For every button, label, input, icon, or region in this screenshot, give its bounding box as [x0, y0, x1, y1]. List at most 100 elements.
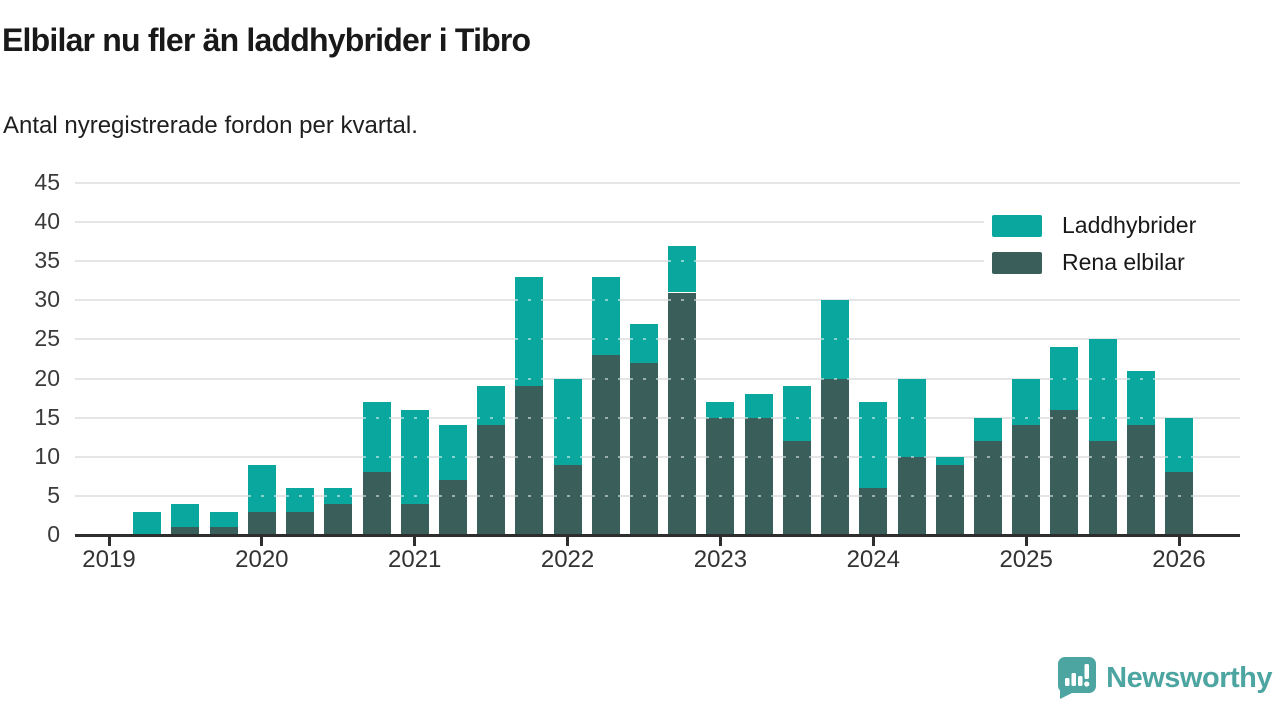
- bar-segment-laddhybrider: [553, 378, 582, 465]
- gridline-dash: [1126, 455, 1155, 458]
- gridline-dash: [668, 494, 697, 497]
- laddhybrider-swatch-icon: [992, 214, 1042, 237]
- gridline-dash: [973, 494, 1002, 497]
- bar-segment-laddhybrider: [591, 276, 620, 356]
- gridline-dash: [973, 455, 1002, 458]
- chart-subtitle: Antal nyregistrerade fordon per kvartal.: [3, 112, 418, 139]
- bar-segment-laddhybrider: [668, 245, 697, 293]
- x-axis-tick: [413, 537, 417, 546]
- y-tick-label: 30: [34, 286, 60, 313]
- y-tick-label: 0: [47, 521, 60, 547]
- gridline-dash: [630, 455, 658, 458]
- chart-legend: Laddhybrider Rena elbilar: [984, 202, 1244, 292]
- x-tick-label: 2024: [846, 546, 900, 573]
- gridline-dash: [1012, 455, 1041, 458]
- y-tick-label: 20: [34, 364, 60, 391]
- bar-segment-laddhybrider: [133, 511, 162, 535]
- gridline-dash: [438, 455, 467, 458]
- bar-segment-rena-elbilar: [591, 355, 620, 535]
- gridline-dash: [782, 416, 811, 419]
- bar-segment-rena-elbilar: [286, 511, 315, 535]
- gridline-dash: [859, 455, 888, 458]
- bar-segment-rena-elbilar: [935, 464, 964, 535]
- gridline-dash: [324, 494, 353, 497]
- x-tick-label: 2019: [82, 546, 136, 573]
- bar-segment-rena-elbilar: [1165, 472, 1193, 535]
- gridline-dash: [744, 494, 773, 497]
- gridline-dash: [1126, 416, 1155, 419]
- gridline-dash: [362, 494, 391, 497]
- gridline-dash: [1165, 494, 1193, 497]
- gridline-dash: [1050, 416, 1079, 419]
- newsworthy-wordmark: Newsworthy: [1106, 661, 1272, 694]
- gridline-dash: [286, 494, 315, 497]
- legend-item-laddhybrider: Laddhybrider: [992, 212, 1244, 239]
- bar-segment-laddhybrider: [973, 417, 1002, 442]
- bar-segment-rena-elbilar: [362, 472, 391, 535]
- gridline-dash: [591, 299, 620, 302]
- y-tick-label: 40: [34, 208, 60, 235]
- x-tick-label: 2021: [388, 546, 442, 573]
- gridline-dash: [591, 494, 620, 497]
- bar-segment-laddhybrider: [209, 511, 238, 528]
- bar-segment-laddhybrider: [630, 323, 658, 363]
- x-tick-label: 2020: [235, 546, 289, 573]
- gridline-dash: [515, 377, 544, 380]
- rena-elbilar-swatch-icon: [992, 251, 1042, 274]
- gridline-dash: [744, 416, 773, 419]
- gridline-dash: [1012, 416, 1041, 419]
- bar-segment-laddhybrider: [1126, 370, 1155, 426]
- bar-segment-rena-elbilar: [744, 417, 773, 535]
- gridline-dash: [515, 338, 544, 341]
- x-axis-tick: [871, 537, 875, 546]
- bar-segment-laddhybrider: [515, 276, 544, 387]
- gridline-dash: [744, 455, 773, 458]
- gridline-dash: [362, 455, 391, 458]
- bar-segment-laddhybrider: [286, 488, 315, 512]
- bar-segment-rena-elbilar: [400, 503, 429, 535]
- gridline-dash: [1088, 455, 1117, 458]
- bar-segment-rena-elbilar: [553, 464, 582, 535]
- bar-segment-laddhybrider: [859, 402, 888, 489]
- legend-item-rena-elbilar: Rena elbilar: [992, 249, 1244, 276]
- y-tick-label: 35: [34, 247, 60, 274]
- x-axis-tick: [718, 537, 722, 546]
- bar-segment-rena-elbilar: [630, 362, 658, 535]
- gridline-dash: [668, 455, 697, 458]
- gridline-dash: [630, 338, 658, 341]
- gridline-dash: [859, 494, 888, 497]
- gridline-dash: [706, 416, 735, 419]
- gridline-dash: [1126, 494, 1155, 497]
- bar-segment-laddhybrider: [706, 402, 735, 418]
- gridline-dash: [247, 494, 276, 497]
- bar-segment-rena-elbilar: [171, 527, 200, 535]
- gridline-dash: [553, 494, 582, 497]
- gridline-dash: [706, 494, 735, 497]
- newsworthy-logo: Newsworthy: [1058, 656, 1272, 700]
- gridline-dash: [1012, 494, 1041, 497]
- bar-segment-laddhybrider: [438, 425, 467, 481]
- gridline: [75, 221, 1240, 224]
- gridline-dash: [400, 416, 429, 419]
- gridline-dash: [630, 377, 658, 380]
- gridline-dash: [897, 494, 926, 497]
- x-axis-line: [75, 534, 1240, 537]
- bar-segment-rena-elbilar: [477, 425, 506, 535]
- gridline-dash: [553, 416, 582, 419]
- gridline-dash: [897, 416, 926, 419]
- bar-segment-rena-elbilar: [1012, 425, 1041, 535]
- gridline-dash: [821, 416, 850, 419]
- y-tick-label: 10: [34, 442, 60, 469]
- gridline-dash: [821, 494, 850, 497]
- bar-segment-rena-elbilar: [438, 480, 467, 535]
- x-axis-tick: [107, 537, 111, 546]
- gridline-dash: [477, 494, 506, 497]
- bar-segment-laddhybrider: [782, 386, 811, 442]
- gridline-dash: [782, 455, 811, 458]
- gridline-dash: [591, 455, 620, 458]
- gridline-dash: [897, 455, 926, 458]
- gridline-dash: [1088, 377, 1117, 380]
- bar-segment-rena-elbilar: [247, 511, 276, 535]
- x-axis-tick: [1024, 537, 1028, 546]
